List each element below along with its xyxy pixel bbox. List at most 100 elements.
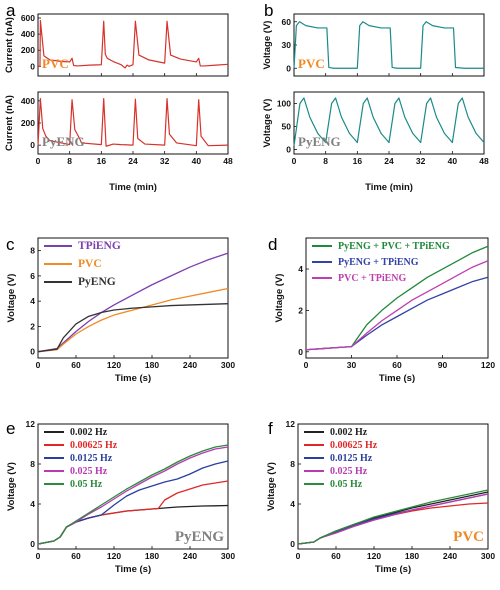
series-line-c-2 [37,303,229,353]
legend-entry: 0.05 Hz [330,479,363,490]
y-tick-label: 2 [30,321,35,331]
x-tick-label: 180 [145,551,159,561]
x-tick-label: 240 [443,551,457,561]
y-axis-label: Voltage (V) [262,21,273,70]
x-tick-label: 24 [384,156,394,166]
x-tick-label: 60 [331,551,341,561]
y-tick-label: 30 [282,40,292,50]
x-tick-label: 60 [71,551,81,561]
x-tick-label: 8 [67,156,72,166]
series-annotation: PyENG [298,134,341,149]
y-axis-label: Current (nA) [4,95,15,151]
series-annotation: PyENG [42,134,85,149]
x-tick-label: 300 [481,551,495,561]
y-tick-label: 0 [290,539,295,549]
x-tick-label: 40 [448,156,458,166]
y-tick-label: 4 [30,499,35,509]
series-annotation: PyENG [175,529,225,545]
y-tick-label: 60 [282,17,292,27]
x-tick-label: 0 [296,551,301,561]
y-axis-label: Voltage (V) [274,274,285,323]
y-tick-label: 50 [282,121,292,131]
y-tick-label: 600 [21,13,35,23]
x-tick-label: 30 [347,360,357,370]
legend-entry: TPiENG [78,240,121,252]
y-tick-label: 400 [21,29,35,39]
legend-entry: PVC [78,258,102,270]
legend-entry: 0.00625 Hz [330,440,378,451]
x-tick-label: 300 [221,360,235,370]
legend-entry: 0.00625 Hz [70,440,118,451]
y-tick-label: 8 [30,246,35,256]
y-tick-label: 8 [30,459,35,469]
series-line-c-1 [37,287,229,353]
legend-entry: 0.002 Hz [330,427,368,438]
legend-entry: PyENG + TPiENG [338,257,419,268]
legend-entry: 0.0125 Hz [70,453,113,464]
x-tick-label: 180 [405,551,419,561]
x-tick-label: 120 [107,551,121,561]
y-tick-label: 12 [286,419,296,429]
x-axis-label: Time (s) [115,373,151,384]
panel-label-d: d [268,235,277,254]
x-tick-label: 90 [438,360,448,370]
x-tick-label: 40 [192,156,202,166]
legend-entry: PVC + TPiENG [338,273,407,284]
x-tick-label: 48 [479,156,489,166]
y-tick-label: 0 [30,347,35,357]
x-tick-label: 0 [304,360,309,370]
x-axis-label: Time (s) [379,373,415,384]
y-tick-label: 0 [286,63,291,73]
series-annotation: PVC [42,56,69,71]
y-tick-label: 4 [298,264,303,274]
series-annotation: PVC [298,56,325,71]
series-annotation: PVC [453,529,484,545]
y-tick-label: 0 [30,61,35,71]
series-line-c-0 [37,252,229,353]
legend-entry: PyENG + PVC + TPiENG [338,241,450,252]
x-tick-label: 300 [221,551,235,561]
legend-entry: 0.05 Hz [70,479,103,490]
legend-entry: PyENG [78,276,116,288]
x-axis-label: Time (min) [365,182,413,193]
panel-label-a: a [6,1,16,20]
legend-entry: 0.0125 Hz [330,453,373,464]
x-tick-label: 0 [36,551,41,561]
x-tick-label: 240 [183,551,197,561]
x-tick-label: 24 [128,156,138,166]
series-line-e-4 [37,444,229,545]
panel-label-b: b [264,1,273,20]
x-tick-label: 0 [36,360,41,370]
x-tick-label: 120 [107,360,121,370]
y-axis-label: Voltage (V) [6,462,17,511]
x-tick-label: 16 [353,156,363,166]
legend-entry: 0.025 Hz [330,466,368,477]
x-tick-label: 32 [416,156,426,166]
y-axis-label: Voltage (V) [266,462,277,511]
series-line-d-1 [305,276,489,351]
x-axis-label: Time (s) [375,564,411,575]
x-tick-label: 180 [145,360,159,370]
x-tick-label: 32 [160,156,170,166]
y-tick-label: 200 [21,118,35,128]
y-axis-label: Current (nA) [4,17,15,73]
x-tick-label: 60 [392,360,402,370]
x-tick-label: 8 [323,156,328,166]
y-tick-label: 200 [21,45,35,55]
x-tick-label: 60 [71,360,81,370]
legend-entry: 0.002 Hz [70,427,108,438]
x-tick-label: 0 [292,156,297,166]
y-axis-label: Voltage (V) [262,99,273,148]
x-tick-label: 16 [97,156,107,166]
y-axis-label: Voltage (V) [6,274,17,323]
y-tick-label: 2 [298,305,303,315]
x-axis-label: Time (s) [115,564,151,575]
y-tick-label: 0 [30,140,35,150]
plot-frame [37,237,229,359]
series-line-f-4 [297,489,489,545]
series-line-a-0 [38,19,229,69]
y-tick-label: 100 [277,98,291,108]
panel-label-e: e [6,419,15,438]
x-tick-label: 48 [223,156,233,166]
